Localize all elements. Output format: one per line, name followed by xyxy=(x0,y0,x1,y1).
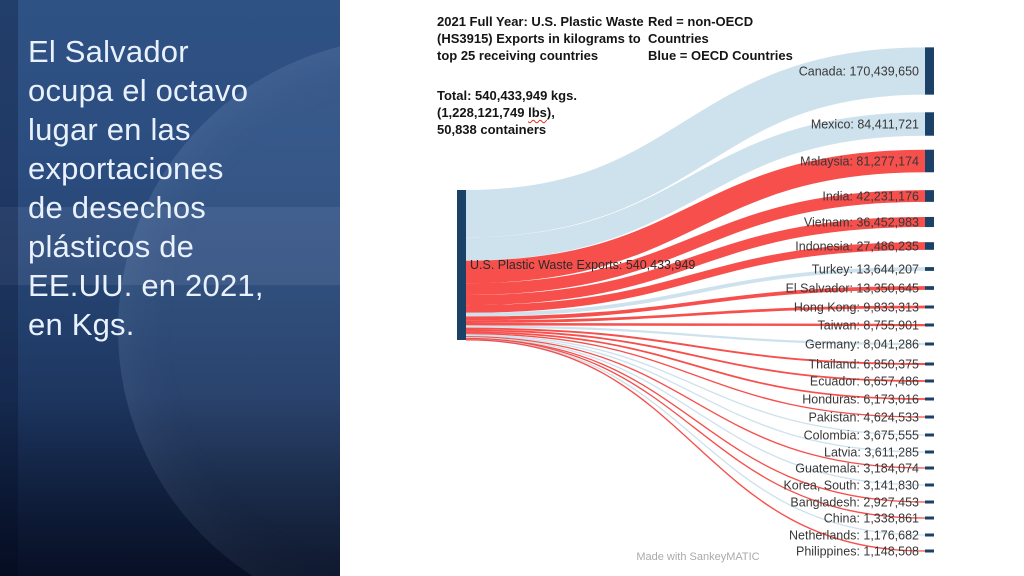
headline-line: de desechos xyxy=(28,190,206,225)
node-hong-kong xyxy=(925,305,934,309)
flow-colombia xyxy=(465,334,926,436)
country-label-guatemala: Guatemala: 3,184,074 xyxy=(795,462,919,476)
sankeymatic-credit: Made with SankeyMATIC xyxy=(636,551,760,563)
flow-canada xyxy=(465,47,926,238)
node-germany xyxy=(925,342,934,346)
chart-title: 2021 Full Year: U.S. Plastic Waste (HS39… xyxy=(437,14,644,63)
node-philippines xyxy=(925,549,934,553)
flow-india xyxy=(465,190,926,296)
chart-panel: 2021 Full Year: U.S. Plastic Waste (HS39… xyxy=(340,0,1024,576)
flow-thailand xyxy=(465,327,926,365)
country-label-netherlands: Netherlands: 1,176,682 xyxy=(789,529,919,543)
node-guatemala xyxy=(925,466,934,470)
headline-line: exportaciones xyxy=(28,151,224,186)
bottom-shade-decoration xyxy=(0,396,340,576)
node-vietnam xyxy=(925,216,934,228)
total-kgs-line: Total: 540,433,949 kgs. xyxy=(437,88,577,103)
node-turkey xyxy=(925,267,934,271)
flow-germany xyxy=(465,325,926,346)
node-latvia xyxy=(925,450,934,454)
source-node xyxy=(457,190,466,340)
flow-hong-kong xyxy=(465,305,926,323)
country-label-malaysia: Malaysia: 81,277,174 xyxy=(800,155,919,169)
node-india xyxy=(925,190,934,202)
flow-mexico xyxy=(465,112,926,261)
country-label-china: China: 1,338,861 xyxy=(824,512,919,526)
node-china xyxy=(925,516,934,520)
node-malaysia xyxy=(925,149,934,173)
country-label-el-salvador: El Salvador: 13,350,645 xyxy=(786,282,919,296)
sankey-diagram: Canada: 170,439,650 Mexico: 84,411,721 Mal… xyxy=(457,47,934,559)
flow-guatemala xyxy=(465,336,926,469)
source-node-label: U.S. Plastic Waste Exports: 540,433,949 xyxy=(470,258,695,272)
node-ecuador xyxy=(925,379,934,383)
total-lbs-word: lbs xyxy=(528,105,547,120)
node-korea-south xyxy=(925,483,934,487)
node-taiwan xyxy=(925,323,934,327)
total-lbs-post: ), xyxy=(546,105,555,120)
chart-total-note: Total: 540,433,949 kgs. (1,228,121,749 l… xyxy=(437,87,657,138)
node-bangladesh xyxy=(925,500,934,504)
total-containers-line: 50,838 containers xyxy=(437,122,547,137)
total-lbs-line: (1,228,121,749 lbs), xyxy=(437,104,657,121)
country-label-indonesia: Indonesia: 27,486,235 xyxy=(795,240,919,254)
node-thailand xyxy=(925,362,934,366)
flow-turkey xyxy=(465,267,926,317)
flow-bangladesh xyxy=(465,337,926,503)
country-label-vietnam: Vietnam: 36,452,983 xyxy=(804,216,919,230)
country-label-latvia: Latvia: 3,611,285 xyxy=(824,446,919,460)
flow-taiwan xyxy=(465,322,926,327)
node-honduras xyxy=(925,397,934,401)
flow-el-salvador xyxy=(465,286,926,321)
flow-vietnam xyxy=(465,216,926,306)
node-mexico xyxy=(925,112,934,136)
flow-netherlands xyxy=(465,338,926,536)
country-label-taiwan: Taiwan: 8,755,901 xyxy=(818,319,920,333)
headline-line: lugar en las xyxy=(28,112,191,147)
flow-latvia xyxy=(465,335,926,453)
country-label-colombia: Colombia: 3,675,555 xyxy=(804,429,919,443)
country-label-turkey: Turkey: 13,644,207 xyxy=(812,263,919,277)
headline-line: EE.UU. en 2021, xyxy=(28,268,264,303)
node-canada xyxy=(925,47,934,95)
legend-blue-entry: Blue = OECD Countries xyxy=(648,48,793,63)
node-colombia xyxy=(925,433,934,437)
country-label-canada: Canada: 170,439,650 xyxy=(799,65,919,79)
country-label-honduras: Honduras: 6,173,016 xyxy=(802,393,919,407)
node-pakistan xyxy=(925,415,934,419)
flow-malaysia xyxy=(465,149,926,284)
country-label-pakistan: Pakistan: 4,624,533 xyxy=(809,411,920,425)
background-band-decoration xyxy=(0,207,340,285)
chart-legend: Red = non-OECD Countries Blue = OECD Cou… xyxy=(648,13,800,64)
node-netherlands xyxy=(925,533,934,537)
country-label-korea-south: Korea, South: 3,141,830 xyxy=(783,479,919,493)
total-lbs-pre: (1,228,121,749 xyxy=(437,105,529,120)
headline-line: El Salvador xyxy=(28,34,189,69)
headline-line: en Kgs. xyxy=(28,307,135,342)
country-label-ecuador: Ecuador: 6,657,486 xyxy=(810,375,919,389)
country-label-philippines: Philippines: 1,148,508 xyxy=(796,545,919,559)
flow-philippines xyxy=(465,339,926,552)
flow-china xyxy=(465,338,926,519)
country-label-hong-kong: Hong Kong: 9,833,313 xyxy=(794,301,919,315)
country-label-india: India: 42,231,176 xyxy=(822,190,919,204)
legend-red-entry: Red = non-OECD Countries xyxy=(648,14,754,46)
node-indonesia xyxy=(925,242,934,250)
flow-pakistan xyxy=(465,333,926,418)
flow-honduras xyxy=(465,331,926,400)
country-label-bangladesh: Bangladesh: 2,927,453 xyxy=(790,496,919,510)
headline-panel: El Salvador ocupa el octavo lugar en las… xyxy=(0,0,340,576)
country-label-thailand: Thailand: 6,850,375 xyxy=(808,358,919,372)
flow-korea-south xyxy=(465,337,926,486)
node-el-salvador xyxy=(925,286,934,290)
flow-ecuador xyxy=(465,329,926,382)
headline-line: ocupa el octavo xyxy=(28,73,249,108)
flow-indonesia xyxy=(465,242,926,313)
headline-line: plásticos de xyxy=(28,229,195,264)
left-edge-strip-decoration xyxy=(0,0,18,576)
country-label-mexico: Mexico: 84,411,721 xyxy=(811,118,919,132)
country-label-germany: Germany: 8,041,286 xyxy=(805,338,919,352)
slide-headline: El Salvador ocupa el octavo lugar en las… xyxy=(28,32,328,344)
